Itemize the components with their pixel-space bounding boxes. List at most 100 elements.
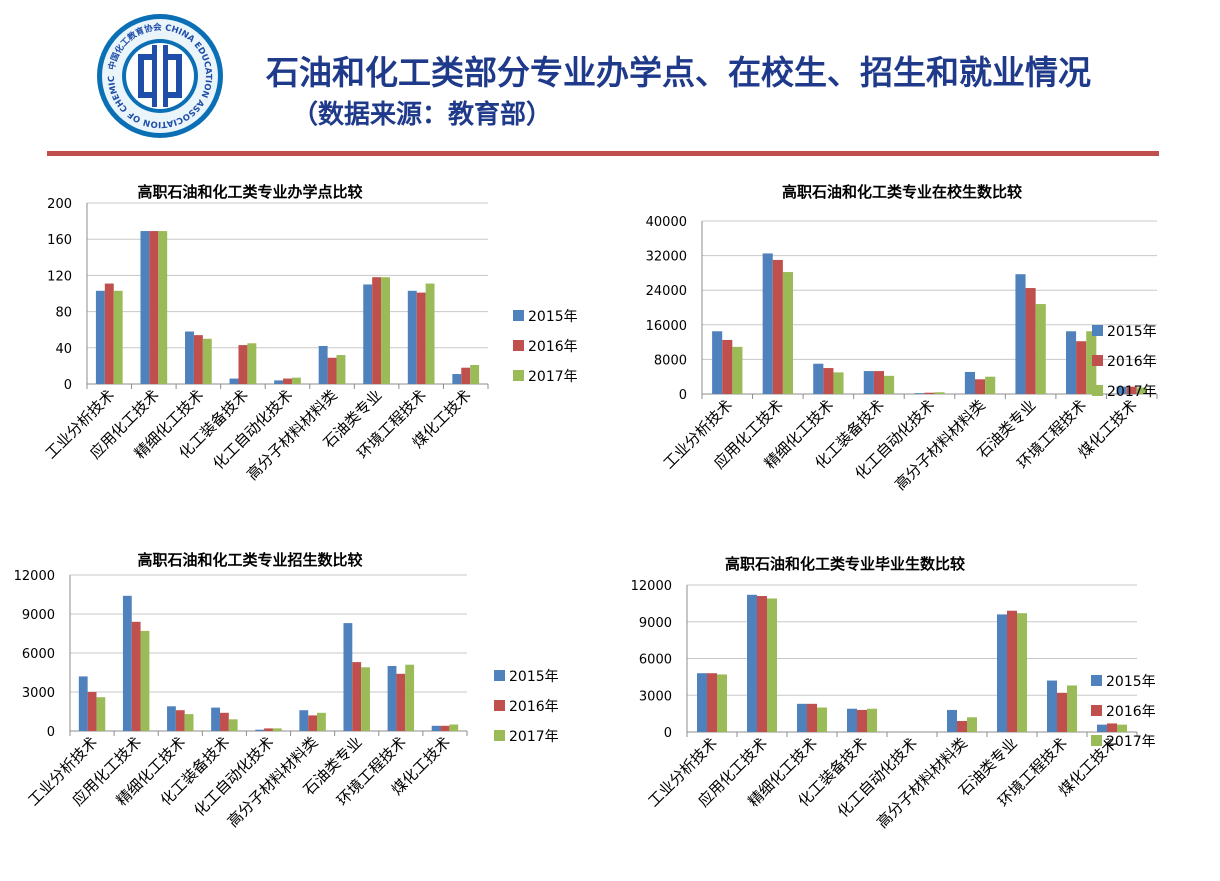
bar-2017年-高分子材料材料类 [336, 355, 346, 384]
bar-2015年-环境工程技术 [407, 290, 417, 384]
y-tick-label: 80 [55, 306, 72, 321]
bar-2015年-化工装备技术 [211, 707, 220, 731]
bar-2016年-石油类专业 [372, 277, 382, 384]
bar-2015年-化工装备技术 [229, 378, 239, 384]
y-tick-label: 120 [47, 269, 72, 284]
bar-2016年-工业分析技术 [707, 673, 717, 732]
x-category-label: 高分子材料材料类 [891, 396, 989, 494]
legend-label: 2016年 [509, 699, 559, 715]
bar-2015年-工业分析技术 [712, 331, 723, 394]
bar-2016年-化工自动化技术 [283, 378, 292, 384]
y-tick-label: 160 [47, 233, 72, 248]
chart-enrolled-students: 高职石油和化工类专业在校生数比较 40000 32000 24000 16000 8000… [646, 183, 1158, 494]
bar-2015年-精细化工技术 [167, 706, 176, 731]
bar-2017年-精细化工技术 [817, 707, 827, 732]
bar-2015年-化工装备技术 [847, 708, 857, 732]
x-category-label: 高分子材料材料类 [873, 734, 971, 832]
bar-2016年-精细化工技术 [807, 703, 817, 732]
association-logo: 中国化工教育协会 CHINA EDUCATION ASSOCIATION OF … [94, 11, 223, 138]
bar-2015年-应用化工技术 [747, 594, 757, 732]
legend-swatch [1092, 325, 1103, 336]
bar-2017年-化工自动化技术 [934, 392, 945, 394]
bar-2015年-煤化工技术 [452, 374, 462, 384]
legend-label: 2015年 [528, 309, 578, 325]
bar-2017年-煤化工技术 [470, 364, 480, 384]
bar-2017年-工业分析技术 [732, 346, 743, 394]
bar-2015年-应用化工技术 [762, 253, 773, 394]
bar-2015年-煤化工技术 [1097, 724, 1107, 732]
bar-2017年-工业分析技术 [113, 290, 123, 384]
bar-2017年-煤化工技术 [449, 724, 459, 731]
bar-2015年-石油类专业 [363, 284, 373, 384]
bar-2017年-石油类专业 [361, 667, 370, 731]
y-tick-label: 9000 [639, 616, 672, 631]
bar-2015年-工业分析技术 [95, 290, 105, 384]
bar-2016年-煤化工技术 [461, 367, 471, 384]
bar-2017年-环境工程技术 [405, 664, 415, 731]
y-tick-label: 3000 [639, 689, 672, 704]
y-tick-label: 40 [55, 342, 72, 357]
y-tick-label: 12000 [14, 569, 55, 584]
chart-title: 高职石油和化工类专业招生数比较 [137, 551, 362, 569]
legend-swatch [1092, 385, 1103, 396]
bar-2015年-煤化工技术 [1116, 386, 1127, 394]
bar-2017年-应用化工技术 [767, 598, 777, 732]
bar-2017年-化工装备技术 [247, 343, 257, 384]
bar-2016年-化工装备技术 [238, 345, 248, 384]
bar-2017年-化工自动化技术 [272, 728, 282, 731]
chart-title: 高职石油和化工类专业办学点比较 [137, 183, 362, 201]
bar-2017年-环境工程技术 [1067, 685, 1077, 732]
bar-2016年-工业分析技术 [87, 692, 97, 731]
y-tick-label: 6000 [22, 647, 55, 662]
bar-2017年-化工装备技术 [884, 375, 895, 394]
bar-2017年-石油类专业 [1017, 613, 1027, 732]
bar-2016年-煤化工技术 [1107, 723, 1117, 732]
legend-label: 2015年 [509, 669, 559, 685]
bar-2015年-石油类专业 [343, 623, 353, 731]
bar-2015年-环境工程技术 [1047, 680, 1057, 732]
bar-2015年-化工自动化技术 [914, 393, 925, 394]
legend-label: 2015年 [1107, 324, 1157, 340]
bar-2017年-应用化工技术 [140, 630, 150, 731]
bar-2017年-化工装备技术 [228, 719, 238, 731]
bar-2015年-环境工程技术 [1066, 331, 1077, 394]
title-divider [47, 151, 1159, 156]
bar-2016年-高分子材料材料类 [975, 379, 986, 394]
bar-2017年-应用化工技术 [158, 231, 168, 384]
bar-2017年-煤化工技术 [1117, 724, 1127, 732]
y-tick-label: 200 [47, 197, 72, 212]
bar-2016年-煤化工技术 [1126, 386, 1137, 394]
bar-2016年-应用化工技术 [149, 231, 159, 384]
bar-2016年-工业分析技术 [722, 339, 733, 394]
chart-graduates: 高职石油和化工类专业毕业生数比较120009000600030000工业分析技术… [631, 555, 1156, 832]
bar-2017年-环境工程技术 [425, 283, 435, 384]
bar-2016年-石油类专业 [352, 662, 362, 731]
bar-2015年-精细化工技术 [813, 363, 824, 394]
legend-swatch [1092, 355, 1103, 366]
bar-2015年-化工自动化技术 [255, 729, 265, 731]
bar-2016年-石油类专业 [1025, 288, 1036, 394]
y-tick-label: 12000 [631, 579, 672, 594]
bar-2015年-环境工程技术 [387, 666, 397, 731]
bar-2016年-应用化工技术 [772, 259, 783, 394]
bar-2016年-精细化工技术 [823, 368, 834, 394]
legend-swatch [513, 340, 524, 351]
bar-2017年-高分子材料材料类 [317, 712, 326, 731]
bar-2015年-石油类专业 [997, 614, 1007, 732]
bar-2017年-化工装备技术 [867, 708, 877, 732]
bar-2015年-化工自动化技术 [274, 380, 284, 384]
bar-2016年-环境工程技术 [1057, 692, 1067, 732]
chart-title: 高职石油和化工类专业在校生数比较 [782, 183, 1022, 201]
bar-2016年-化工装备技术 [873, 371, 884, 394]
legend-swatch [494, 730, 505, 741]
bar-2016年-石油类专业 [1007, 610, 1017, 732]
bar-2016年-环境工程技术 [1076, 341, 1087, 394]
bar-2015年-精细化工技术 [185, 331, 194, 384]
y-tick-label: 24000 [646, 284, 687, 299]
bar-2015年-高分子材料材料类 [299, 710, 309, 731]
chart-school-sites: 高职石油和化工类专业办学点比较20016012080400工业分析技术应用化工技… [42, 183, 578, 484]
bar-2016年-煤化工技术 [440, 725, 450, 731]
y-tick-label: 0 [664, 726, 672, 741]
bar-2016年-化工自动化技术 [924, 392, 935, 394]
bar-2015年-应用化工技术 [122, 595, 132, 731]
